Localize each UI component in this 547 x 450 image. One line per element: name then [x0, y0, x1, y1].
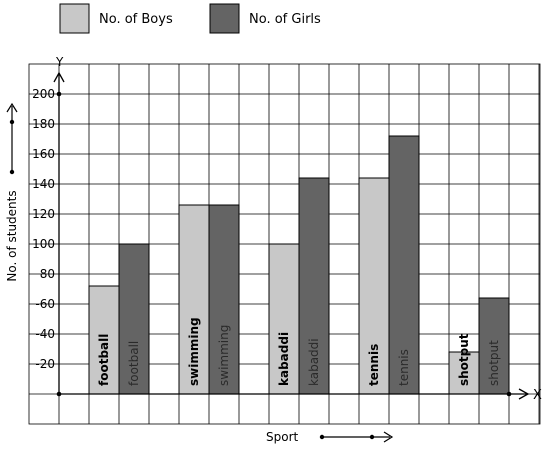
y-tick-label: 180	[32, 117, 55, 131]
bar-label-football-boys: football	[97, 334, 111, 386]
bar-tennis-boys	[358, 177, 390, 395]
bar-label-tennis-girls: tennis	[397, 349, 411, 386]
legend: No. of Boys No. of Girls	[59, 3, 321, 34]
bar-label-kabaddi-boys: kabaddi	[277, 332, 291, 386]
bar-label-kabaddi-girls: kabaddi	[307, 338, 321, 386]
origin-dot	[56, 391, 62, 397]
y-tick-label: -40	[35, 327, 55, 341]
x-axis-dot	[506, 391, 512, 397]
y-tick-labels: -20 -40 -60 80 100 120 140 160 180 200	[32, 87, 55, 371]
x-axis-arrow	[518, 388, 530, 400]
y-tick-label: 160	[32, 147, 55, 161]
bar-label-tennis-boys: tennis	[367, 344, 381, 386]
y-tick-label: 120	[32, 207, 55, 221]
x-axis-letter: X	[533, 388, 542, 403]
legend-label-girls: No. of Girls	[249, 12, 321, 27]
y-tick-label: -60	[35, 297, 55, 311]
axes	[53, 71, 530, 400]
bar-label-swimming-girls: swimming	[217, 325, 231, 386]
x-axis-title-arrow	[319, 431, 394, 443]
bar-label-swimming-boys: swimming	[187, 317, 201, 386]
y-tick-label: -20	[35, 357, 55, 371]
y-axis-title: No. of students	[5, 190, 19, 281]
y-axis-title-arrow	[6, 102, 18, 175]
bar-swimming-girls	[208, 204, 240, 395]
bars	[88, 135, 510, 395]
x-axis-title: Sport	[266, 430, 299, 444]
y-axis-dot	[56, 91, 62, 97]
y-axis-arrow	[53, 71, 65, 83]
bar-label-shotput-girls: shotput	[487, 340, 501, 386]
y-tick-label: 80	[40, 267, 55, 281]
y-tick-label: 140	[32, 177, 55, 191]
bar-label-shotput-boys: shotput	[457, 333, 471, 386]
y-tick-label: 200	[32, 87, 55, 101]
y-axis-letter: Y	[55, 55, 64, 69]
legend-swatch-boys	[59, 3, 90, 34]
bar-label-football-girls: football	[127, 341, 141, 386]
legend-label-boys: No. of Boys	[99, 12, 173, 27]
bar-kabaddi-girls	[298, 177, 330, 395]
y-tick-label: 100	[32, 237, 55, 251]
bar-swimming-boys	[178, 204, 210, 395]
legend-swatch-girls	[209, 3, 240, 34]
bar-tennis-girls	[388, 135, 420, 395]
bar-kabaddi-boys	[268, 243, 300, 395]
bar-labels: football football swimming swimming kabaddi k…	[97, 317, 501, 386]
